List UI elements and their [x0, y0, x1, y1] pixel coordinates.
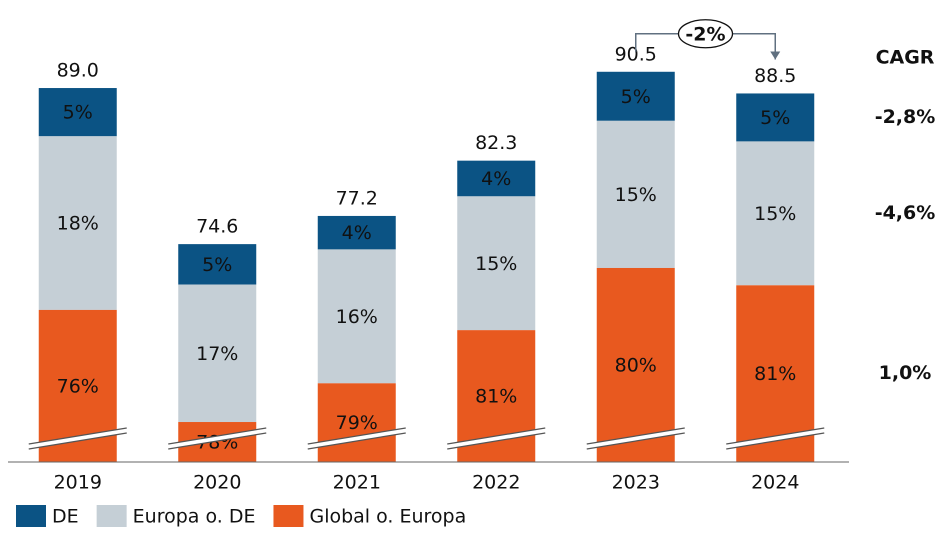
bar-segment	[38, 136, 117, 310]
total-label: 90.5	[615, 43, 657, 65]
segment-label: 81%	[754, 363, 796, 385]
total-label: 74.6	[196, 216, 238, 238]
x-tick-label: 2024	[751, 472, 799, 494]
annotation: -2%	[685, 23, 725, 45]
axis-break-line	[586, 432, 685, 450]
cagr-value: -2,8%	[875, 106, 936, 128]
segment-label: 80%	[615, 354, 657, 376]
axis-break-line	[28, 427, 127, 445]
axis-break-line	[586, 427, 685, 445]
axis-break	[447, 428, 546, 449]
bar-segment	[178, 244, 257, 285]
total-label: 77.2	[336, 187, 378, 209]
x-tick-label: 2023	[612, 472, 660, 494]
bar-segment	[317, 249, 396, 384]
annotation-bubble	[677, 19, 734, 49]
axis-break	[28, 428, 127, 449]
segment-label: 15%	[615, 184, 657, 206]
segment-label: 4%	[481, 168, 511, 190]
bar-segment	[736, 141, 815, 286]
axis-break-line	[726, 432, 825, 450]
x-tick-label: 2020	[193, 472, 241, 494]
axis-break-line	[307, 427, 406, 445]
legend-label: DE	[52, 506, 79, 528]
cagr-value: -4,6%	[875, 202, 936, 224]
segment-label: 76%	[57, 375, 99, 397]
bar-segment	[457, 160, 536, 197]
total-label: 89.0	[57, 60, 99, 82]
segment-label: 16%	[336, 306, 378, 328]
segment-label: 17%	[196, 343, 238, 365]
cagr-value: 1,0%	[879, 362, 932, 384]
bar-segment	[736, 93, 815, 142]
total-label: 88.5	[754, 65, 796, 87]
axis-break-line	[726, 427, 825, 445]
axis-break-line	[168, 427, 267, 445]
bar-segment	[596, 120, 675, 268]
x-tick-label: 2021	[333, 472, 381, 494]
x-tick-label: 2022	[472, 472, 520, 494]
axis-break	[586, 428, 685, 449]
axis-break	[307, 428, 406, 449]
bar-segment	[596, 267, 675, 462]
segment-label: 15%	[475, 253, 517, 275]
segment-label: 5%	[63, 102, 93, 124]
legend-label: Europa o. DE	[133, 506, 256, 528]
axis-break	[726, 428, 825, 449]
axis-break	[168, 428, 267, 449]
legend-label: Global o. Europa	[309, 506, 466, 528]
axis-break-line	[168, 432, 267, 450]
bar-segment	[38, 88, 117, 137]
axis-break-line	[447, 432, 546, 450]
segment-label: 5%	[621, 86, 651, 108]
legend-swatch	[16, 505, 46, 527]
cagr-title: CAGR	[876, 47, 935, 69]
bar-segment	[178, 284, 257, 423]
segment-label: 4%	[342, 222, 372, 244]
segment-label: 18%	[57, 213, 99, 235]
legend-swatch	[273, 505, 304, 527]
segment-label: 79%	[336, 412, 378, 434]
axis-break-line	[307, 432, 406, 450]
axis-break-line	[28, 432, 127, 450]
bar-segment	[457, 196, 536, 331]
bar-segment	[317, 215, 396, 250]
total-label: 82.3	[475, 132, 517, 154]
axis-break-line	[447, 427, 546, 445]
segment-label: 5%	[760, 107, 790, 129]
x-tick-label: 2019	[54, 472, 102, 494]
segment-label: 5%	[202, 254, 232, 276]
segment-label: 15%	[754, 203, 796, 225]
segment-label: 81%	[475, 386, 517, 408]
bar-segment	[596, 71, 675, 121]
arrow-head	[770, 51, 781, 60]
legend-swatch	[96, 505, 127, 527]
bar-segment	[317, 383, 396, 462]
